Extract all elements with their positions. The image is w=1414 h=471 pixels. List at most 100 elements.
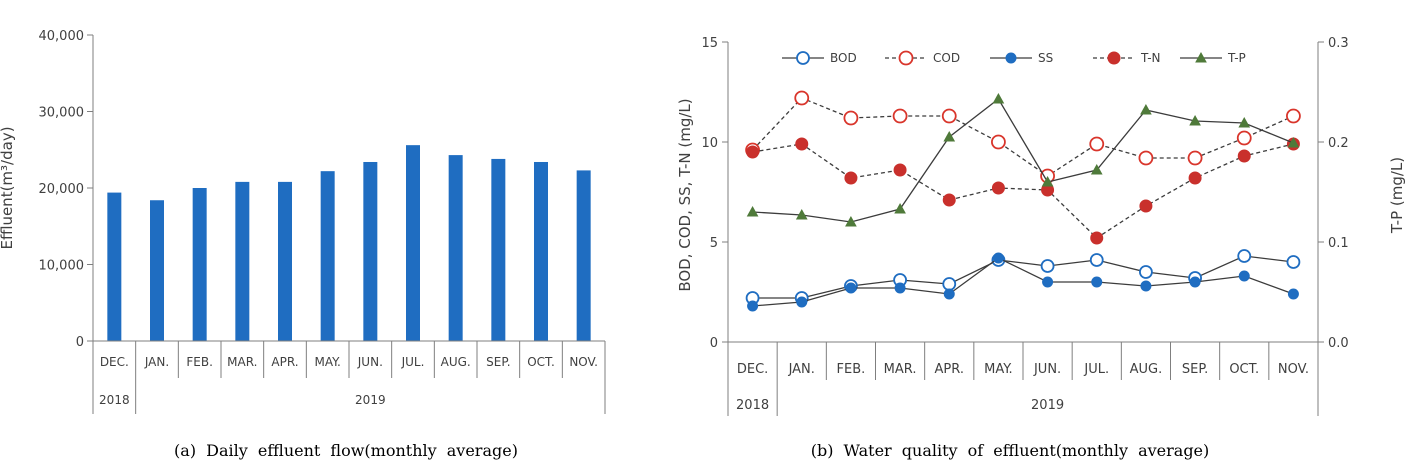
- category-label: JAN.: [788, 362, 815, 377]
- ss-point: [1189, 276, 1201, 288]
- ss-point: [747, 300, 759, 312]
- panel-b-right-y-ticks: 0.0 0.1 0.2 0.3: [1318, 36, 1349, 351]
- t-p-point: [1090, 163, 1103, 175]
- bod-point: [1139, 265, 1153, 279]
- category-label: JUN.: [1033, 362, 1061, 377]
- y-tick-label: 20,000: [39, 182, 85, 197]
- legend-label: T-N: [1140, 51, 1161, 65]
- t-p-point: [1238, 116, 1251, 128]
- right-y-tick-label: 0.2: [1328, 136, 1349, 151]
- ss-point: [845, 282, 857, 294]
- t-n-point: [1188, 171, 1202, 185]
- panel-b-left-y-axis-label: BOD, COD, SS, T-N (mg/L): [676, 98, 694, 291]
- ss-line: [752, 257, 1294, 307]
- bar-jun: [363, 161, 378, 341]
- legend-label: BOD: [830, 51, 857, 65]
- legend-label: COD: [933, 51, 960, 65]
- ss-point: [1140, 280, 1152, 292]
- cod-point: [991, 134, 1006, 150]
- ss-point: [796, 296, 808, 308]
- cod-point: [892, 108, 908, 124]
- left-y-tick-label: 5: [710, 236, 718, 251]
- bod-point: [942, 277, 957, 291]
- cod-line: [752, 97, 1294, 177]
- t-p-point: [1140, 103, 1152, 115]
- t-n-point: [893, 163, 907, 177]
- cod-point: [898, 50, 914, 66]
- bar-nov: [576, 170, 591, 341]
- bod-point: [796, 51, 810, 65]
- series-cod: [745, 90, 1301, 184]
- cod-point: [843, 110, 859, 126]
- t-n-line: [752, 143, 1294, 239]
- category-label: MAY.: [314, 355, 340, 369]
- right-y-tick-label: 0.1: [1328, 236, 1349, 251]
- cod-point: [1138, 150, 1154, 166]
- bod-point: [1237, 249, 1252, 263]
- panel-b-axis: [727, 42, 1319, 416]
- bar-jul: [406, 145, 420, 341]
- t-p-point: [746, 205, 759, 217]
- bod-point: [1089, 253, 1104, 267]
- t-n-point: [942, 193, 956, 207]
- t-n-point: [1090, 231, 1104, 245]
- legend-label: T-P: [1227, 51, 1246, 65]
- category-label: DEC.: [100, 355, 129, 369]
- y-tick-label: 40,000: [39, 29, 85, 44]
- panel-b-legend: BOD COD SS T-N T-P: [782, 50, 1246, 66]
- t-p-point: [894, 202, 906, 214]
- panel-a-category-labels: DEC. JAN. FEB. MAR. APR. MAY. JUN. JUL. AUG. SEP.…: [99, 355, 598, 407]
- panel-b-category-labels: DEC. JAN. FEB. MAR. APR. MAY. JUN. JUL. AUG. SEP.…: [736, 362, 1309, 413]
- series-ss: [747, 252, 1299, 312]
- category-label: FEB.: [186, 355, 213, 369]
- bar-oct: [534, 161, 548, 341]
- category-label: FEB.: [837, 362, 866, 377]
- ss-point: [894, 282, 906, 294]
- t-n-point: [1139, 199, 1153, 213]
- panel-b-series: [745, 90, 1301, 312]
- t-p-point: [795, 208, 808, 220]
- bod-line: [752, 255, 1294, 299]
- panel-a-caption: (a) Daily effluent flow(monthly average): [174, 441, 518, 460]
- bod-point: [1040, 259, 1055, 273]
- ss-point: [1005, 52, 1017, 64]
- ss-point: [992, 252, 1004, 264]
- panel-b-left-y-ticks: 0 5 10 15: [701, 36, 728, 351]
- category-label: JUL.: [401, 355, 425, 369]
- category-label: JUL.: [1083, 362, 1109, 377]
- category-label: JAN.: [144, 355, 169, 369]
- category-label: APR.: [935, 362, 964, 377]
- cod-point: [1089, 136, 1105, 152]
- left-y-tick-label: 15: [701, 36, 718, 51]
- panel-a-y-axis-label: Effluent(m³/day): [0, 126, 16, 249]
- panel-a-y-ticks: 0 10,000 20,000 30,000 40,000: [39, 29, 93, 350]
- bar-dec: [107, 192, 122, 341]
- category-label: OCT.: [527, 355, 555, 369]
- t-p-point: [1189, 114, 1201, 126]
- bar-sep: [491, 158, 506, 341]
- cod-point: [1236, 130, 1252, 146]
- y-tick-label: 0: [76, 335, 84, 350]
- category-label: OCT.: [1229, 362, 1259, 377]
- category-label: SEP.: [486, 355, 510, 369]
- year-label-2019: 2019: [355, 393, 386, 407]
- category-label: NOV.: [1278, 362, 1309, 377]
- series-t-p: [746, 92, 1300, 227]
- cod-point: [941, 108, 957, 124]
- ss-point: [1238, 270, 1250, 282]
- bar-may: [320, 171, 335, 341]
- t-p-point: [992, 92, 1005, 104]
- bar-mar: [235, 181, 250, 341]
- t-p-point: [1195, 51, 1207, 63]
- ss-point: [1287, 288, 1299, 300]
- year-label-2018: 2018: [99, 393, 130, 407]
- t-n-point: [991, 181, 1005, 195]
- t-n-point: [844, 171, 858, 185]
- panel-a-axis: [92, 35, 606, 414]
- panel-b-right-y-axis-label: T-P (mg/L): [1388, 157, 1406, 234]
- bar-feb: [192, 188, 207, 341]
- t-p-point: [1041, 175, 1054, 187]
- ss-point: [1042, 276, 1054, 288]
- category-label: JUN.: [357, 355, 383, 369]
